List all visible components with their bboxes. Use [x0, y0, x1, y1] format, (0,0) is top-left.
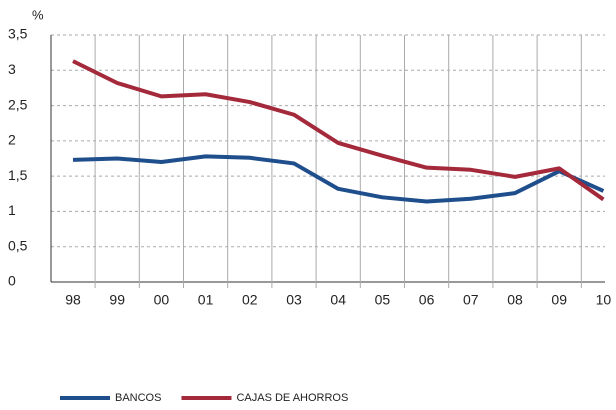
- y-tick-label: 1,5: [8, 167, 28, 183]
- y-tick-label: 0: [8, 273, 16, 289]
- series-line: [72, 154, 605, 204]
- y-tick-label: 2: [8, 132, 16, 148]
- x-tick-label: 03: [286, 292, 302, 308]
- y-tick-label: 0,5: [8, 237, 28, 253]
- x-tick-label: 02: [242, 292, 258, 308]
- x-tick-label: 00: [154, 292, 170, 308]
- x-tick-label: 06: [419, 292, 435, 308]
- x-tick-label: 10: [596, 292, 612, 308]
- x-tick-label: 98: [65, 292, 81, 308]
- y-tick-label: 3: [8, 61, 16, 77]
- x-tick-label: 09: [551, 292, 567, 308]
- legend-label: BANCOS: [115, 392, 161, 404]
- y-tick-label: 1: [8, 202, 16, 218]
- x-tick-label: 01: [198, 292, 214, 308]
- x-tick-label: 07: [463, 292, 479, 308]
- x-tick-label: 08: [507, 292, 523, 308]
- x-tick-label: 04: [330, 292, 346, 308]
- series-line: [72, 59, 605, 202]
- y-axis-unit: %: [32, 7, 44, 22]
- y-tick-label: 2,5: [8, 96, 28, 112]
- legend-label: CAJAS DE AHORROS: [236, 392, 348, 404]
- x-tick-label: 05: [375, 292, 391, 308]
- x-tick-label: 99: [109, 292, 125, 308]
- y-tick-label: 3,5: [8, 26, 28, 42]
